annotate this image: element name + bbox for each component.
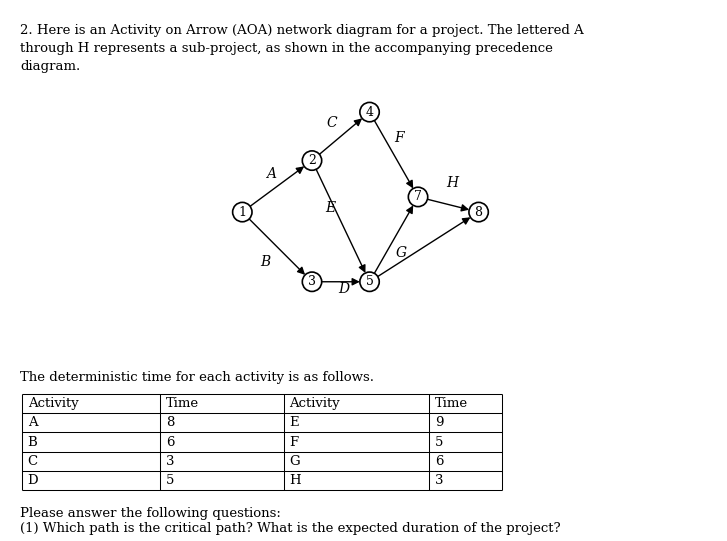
Circle shape (302, 151, 321, 170)
Text: (1) Which path is the critical path? What is the expected duration of the projec: (1) Which path is the critical path? Wha… (20, 522, 561, 535)
Text: D: D (338, 282, 350, 296)
Text: Please answer the following questions:: Please answer the following questions: (20, 507, 281, 520)
Text: G: G (289, 455, 300, 468)
Text: 3: 3 (308, 275, 316, 288)
Text: A: A (28, 416, 37, 429)
Circle shape (360, 272, 379, 292)
Circle shape (233, 202, 252, 222)
Text: 3: 3 (166, 455, 174, 468)
Text: B: B (260, 255, 270, 269)
Text: Time: Time (435, 397, 468, 410)
Text: The deterministic time for each activity is as follows.: The deterministic time for each activity… (20, 371, 374, 384)
Text: 5: 5 (166, 474, 174, 487)
Circle shape (302, 272, 321, 292)
Text: E: E (325, 201, 335, 215)
Text: 2: 2 (308, 154, 316, 167)
Text: G: G (395, 246, 407, 260)
Text: 6: 6 (435, 455, 443, 468)
Text: through H represents a sub-project, as shown in the accompanying precedence: through H represents a sub-project, as s… (20, 42, 553, 55)
Text: 1: 1 (238, 206, 246, 219)
Text: 9: 9 (435, 416, 443, 429)
Text: Activity: Activity (28, 397, 79, 410)
Text: F: F (394, 131, 403, 145)
Text: 8: 8 (475, 206, 483, 219)
Text: 5: 5 (366, 275, 374, 288)
Text: B: B (28, 436, 37, 448)
Text: 2. Here is an Activity on Arrow (AOA) network diagram for a project. The lettere: 2. Here is an Activity on Arrow (AOA) ne… (20, 24, 584, 37)
Text: D: D (28, 474, 39, 487)
Text: E: E (289, 416, 299, 429)
Text: Time: Time (166, 397, 199, 410)
Circle shape (360, 102, 379, 122)
Text: A: A (266, 167, 276, 181)
Text: H: H (289, 474, 301, 487)
Circle shape (469, 202, 489, 222)
Text: 3: 3 (435, 474, 443, 487)
Text: Activity: Activity (289, 397, 340, 410)
Text: 4: 4 (366, 105, 374, 118)
Text: 7: 7 (414, 190, 422, 203)
Circle shape (409, 187, 427, 207)
Text: C: C (28, 455, 38, 468)
Text: H: H (446, 176, 458, 190)
Text: C: C (326, 116, 337, 130)
Text: diagram.: diagram. (20, 60, 81, 73)
Text: F: F (289, 436, 299, 448)
Text: 8: 8 (166, 416, 174, 429)
Text: 5: 5 (435, 436, 443, 448)
Text: 6: 6 (166, 436, 174, 448)
